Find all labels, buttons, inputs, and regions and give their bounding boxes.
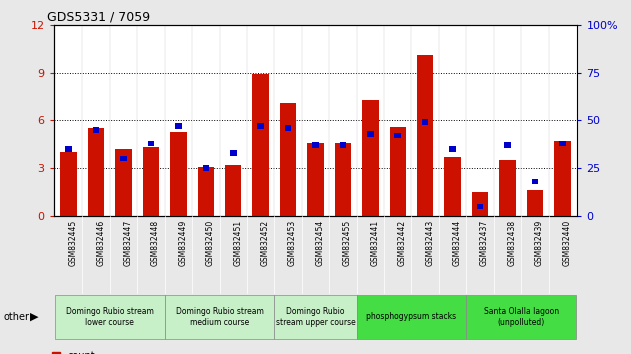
Text: Domingo Rubio stream
lower course: Domingo Rubio stream lower course <box>66 307 154 326</box>
Bar <box>417 55 433 216</box>
Bar <box>531 179 538 184</box>
Text: GSM832452: GSM832452 <box>261 220 269 266</box>
Bar <box>148 141 154 146</box>
Bar <box>93 127 100 133</box>
Text: phosphogypsum stacks: phosphogypsum stacks <box>367 312 457 321</box>
Text: GSM832442: GSM832442 <box>398 220 407 266</box>
Bar <box>252 74 269 216</box>
Text: GSM832447: GSM832447 <box>124 220 133 266</box>
Bar <box>175 123 182 129</box>
Text: GSM832454: GSM832454 <box>316 220 324 266</box>
Text: GDS5331 / 7059: GDS5331 / 7059 <box>47 11 150 24</box>
Bar <box>230 150 237 156</box>
Text: GSM832450: GSM832450 <box>206 220 215 266</box>
Text: Domingo Rubio stream
medium course: Domingo Rubio stream medium course <box>175 307 264 326</box>
Text: GSM832440: GSM832440 <box>562 220 571 266</box>
Text: GSM832438: GSM832438 <box>507 220 516 266</box>
Bar <box>362 100 379 216</box>
Text: Santa Olalla lagoon
(unpolluted): Santa Olalla lagoon (unpolluted) <box>483 307 558 326</box>
Bar <box>449 146 456 152</box>
Bar <box>170 131 187 216</box>
Text: GSM832448: GSM832448 <box>151 220 160 266</box>
Text: other: other <box>3 312 29 322</box>
Text: GSM832451: GSM832451 <box>233 220 242 266</box>
Bar <box>274 295 357 339</box>
Text: GSM832455: GSM832455 <box>343 220 352 266</box>
Bar <box>422 120 428 125</box>
Text: GSM832445: GSM832445 <box>69 220 78 266</box>
Text: GSM832437: GSM832437 <box>480 220 489 266</box>
Bar <box>527 190 543 216</box>
Bar <box>339 142 346 148</box>
Text: GSM832439: GSM832439 <box>535 220 544 266</box>
Bar <box>477 204 483 209</box>
Text: GSM832441: GSM832441 <box>370 220 379 266</box>
Bar <box>121 156 127 161</box>
Text: GSM832444: GSM832444 <box>452 220 462 266</box>
Text: GSM832443: GSM832443 <box>425 220 434 266</box>
Bar <box>225 165 242 216</box>
Bar <box>285 125 292 131</box>
Text: ▶: ▶ <box>30 312 38 322</box>
Bar <box>394 133 401 138</box>
Bar <box>61 152 77 216</box>
Bar <box>115 149 132 216</box>
Bar <box>312 142 319 148</box>
Bar <box>198 166 214 216</box>
Bar <box>554 141 570 216</box>
Bar <box>357 295 466 339</box>
Bar <box>334 143 351 216</box>
Bar <box>280 103 297 216</box>
Bar <box>203 165 209 171</box>
Text: Domingo Rubio
stream upper course: Domingo Rubio stream upper course <box>276 307 355 326</box>
Bar <box>55 295 165 339</box>
Bar <box>257 123 264 129</box>
Bar <box>389 127 406 216</box>
Bar <box>165 295 274 339</box>
Text: GSM832446: GSM832446 <box>96 220 105 266</box>
Bar <box>504 142 510 148</box>
Bar <box>367 131 374 137</box>
Bar <box>559 141 565 146</box>
Text: GSM832453: GSM832453 <box>288 220 297 266</box>
Bar <box>88 128 104 216</box>
Bar <box>499 160 516 216</box>
Text: GSM832449: GSM832449 <box>179 220 187 266</box>
Bar <box>143 147 159 216</box>
Bar <box>472 192 488 216</box>
Bar <box>307 143 324 216</box>
Bar <box>66 146 72 152</box>
Legend: count, percentile rank within the sample: count, percentile rank within the sample <box>52 351 233 354</box>
Bar <box>444 157 461 216</box>
Bar <box>466 295 576 339</box>
